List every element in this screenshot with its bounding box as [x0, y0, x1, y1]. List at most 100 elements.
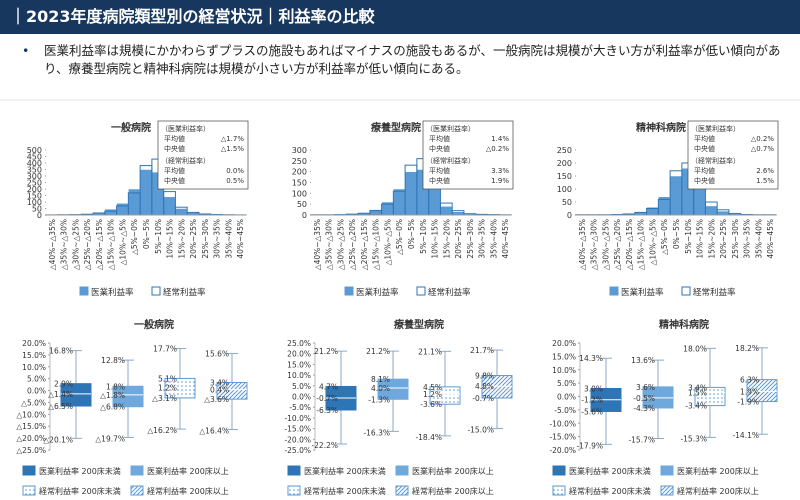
- x-tick-label: 30%~35%: [213, 219, 222, 259]
- data-label: -18.4%: [415, 433, 442, 442]
- x-tick-label: 10%~15%: [431, 219, 440, 259]
- y-tick-label: 150: [292, 179, 307, 188]
- stats-value: △1.7%: [221, 135, 245, 143]
- x-tick-label: △20%~△15%: [360, 219, 369, 270]
- y-tick-label: 5.0%: [292, 382, 311, 391]
- stats-heading: （経常利益率）: [691, 156, 740, 165]
- y-tick-label: 500: [27, 146, 42, 155]
- data-label: △3.1%: [152, 394, 177, 403]
- data-label: 14.3%: [579, 354, 603, 363]
- y-tick-label: 0: [567, 211, 572, 220]
- y-tick-label: -5.0%: [554, 406, 576, 415]
- data-label: 1.9%: [740, 387, 759, 396]
- stats-label: 平均値: [429, 134, 450, 143]
- y-tick-label: 250: [27, 179, 42, 188]
- data-label: -1.3%: [368, 395, 390, 404]
- x-tick-label: 0%~5%: [142, 219, 151, 249]
- stats-label: 平均値: [164, 166, 185, 175]
- y-tick-label: △20.0%: [16, 434, 46, 443]
- chart-title: 精神科病院: [636, 121, 686, 134]
- y-tick-label: 150: [557, 172, 572, 181]
- x-tick-label: △35%~△30%: [60, 219, 69, 270]
- legend-swatch: [22, 465, 36, 476]
- y-tick-label: -15.0%: [284, 425, 311, 434]
- box: [112, 385, 144, 408]
- legend-swatch: [395, 465, 409, 476]
- y-tick-label: 450: [27, 153, 42, 162]
- data-label: △20.1%: [43, 435, 73, 444]
- x-tick-label: 25%~30%: [201, 219, 210, 259]
- data-label: -3.4%: [685, 402, 707, 411]
- x-tick-label: △35%~△30%: [590, 219, 599, 270]
- header-title: ｜2023年度病院類型別の経営状況｜利益率の比較: [0, 0, 800, 34]
- y-tick-label: 0: [37, 211, 42, 220]
- legend-label: 医業利益率: [91, 287, 134, 298]
- x-tick-label: 20%~25%: [454, 219, 463, 259]
- legend-swatch: [151, 286, 161, 296]
- y-tick-label: 15.0%: [552, 352, 576, 361]
- stats-heading: （経常利益率）: [161, 156, 210, 165]
- data-label: 5.1%: [158, 374, 177, 383]
- x-tick-label: △5%~0%: [395, 219, 404, 255]
- data-label: -16.3%: [363, 428, 390, 437]
- histogram-bar: [716, 210, 730, 216]
- histogram-bar: [175, 208, 188, 216]
- data-label: 9.8%: [475, 372, 494, 381]
- x-tick-label: 5%~10%: [154, 219, 163, 254]
- x-tick-label: △20%~△15%: [625, 219, 634, 270]
- x-tick-label: △35%~△30%: [325, 219, 334, 270]
- y-tick-label: 250: [292, 157, 307, 166]
- legend-label: 医業利益率 200床未満: [304, 466, 386, 476]
- data-label: -22.2%: [311, 441, 338, 450]
- data-label: 6.3%: [740, 376, 759, 385]
- x-tick-label: 0%~5%: [672, 219, 681, 249]
- y-tick-label: 20.0%: [552, 339, 576, 348]
- y-tick-label: 15.0%: [22, 351, 46, 360]
- x-tick-label: 40%~45%: [501, 219, 510, 259]
- stats-box: [687, 120, 779, 190]
- y-tick-label: △5.0%: [21, 398, 46, 407]
- legend-label: 医業利益率 200床以上: [677, 466, 759, 476]
- data-label: 3.4%: [688, 383, 707, 392]
- x-tick-label: △40%~△35%: [578, 219, 587, 270]
- stats-label: 中央値: [694, 176, 715, 185]
- histogram-bar: [116, 203, 129, 216]
- x-tick-label: 20%~25%: [189, 219, 198, 259]
- stats-heading: （医業利益率）: [426, 124, 475, 133]
- histogram-bar: [404, 171, 418, 216]
- y-tick-label: -20.0%: [549, 446, 576, 455]
- legend-label: 医業利益率 200床未満: [569, 466, 651, 476]
- stats-value: △0.2%: [751, 135, 775, 143]
- data-label: 12.8%: [101, 356, 125, 365]
- legend-label: 医業利益率 200床以上: [147, 466, 229, 476]
- chart-title: 精神科病院: [659, 318, 709, 331]
- legend-label: 経常利益率 200床以上: [677, 486, 759, 496]
- legend-label: 経常利益率: [428, 287, 471, 298]
- data-label: 4.8%: [475, 382, 494, 391]
- y-tick-label: 25.0%: [287, 339, 311, 348]
- data-label: 3.0%: [584, 384, 603, 393]
- x-tick-label: △40%~△35%: [313, 219, 322, 270]
- data-label: 21.1%: [418, 347, 442, 356]
- x-tick-label: 30%~35%: [743, 219, 752, 259]
- y-tick-label: 350: [27, 166, 42, 175]
- chart-title: 療養型病院: [394, 318, 444, 331]
- legend-swatch: [130, 485, 144, 496]
- histogram-bar: [104, 208, 117, 216]
- data-label: -1.9%: [737, 398, 759, 407]
- x-tick-label: △40%~△35%: [48, 219, 57, 270]
- data-label: -17.9%: [576, 441, 603, 450]
- histogram-bar: [669, 175, 683, 216]
- y-tick-label: △25.0%: [16, 446, 46, 455]
- y-tick-label: -20.0%: [284, 435, 311, 444]
- x-tick-label: 40%~45%: [766, 219, 775, 259]
- legend-swatch: [287, 485, 301, 496]
- data-label: -3.6%: [420, 400, 442, 409]
- stats-value: 3.3%: [491, 167, 509, 175]
- y-tick-label: 300: [292, 146, 307, 155]
- data-label: -15.0%: [467, 426, 494, 435]
- data-label: -15.7%: [628, 435, 655, 444]
- stats-value: △1.5%: [221, 145, 245, 153]
- y-tick-label: 50: [297, 200, 307, 209]
